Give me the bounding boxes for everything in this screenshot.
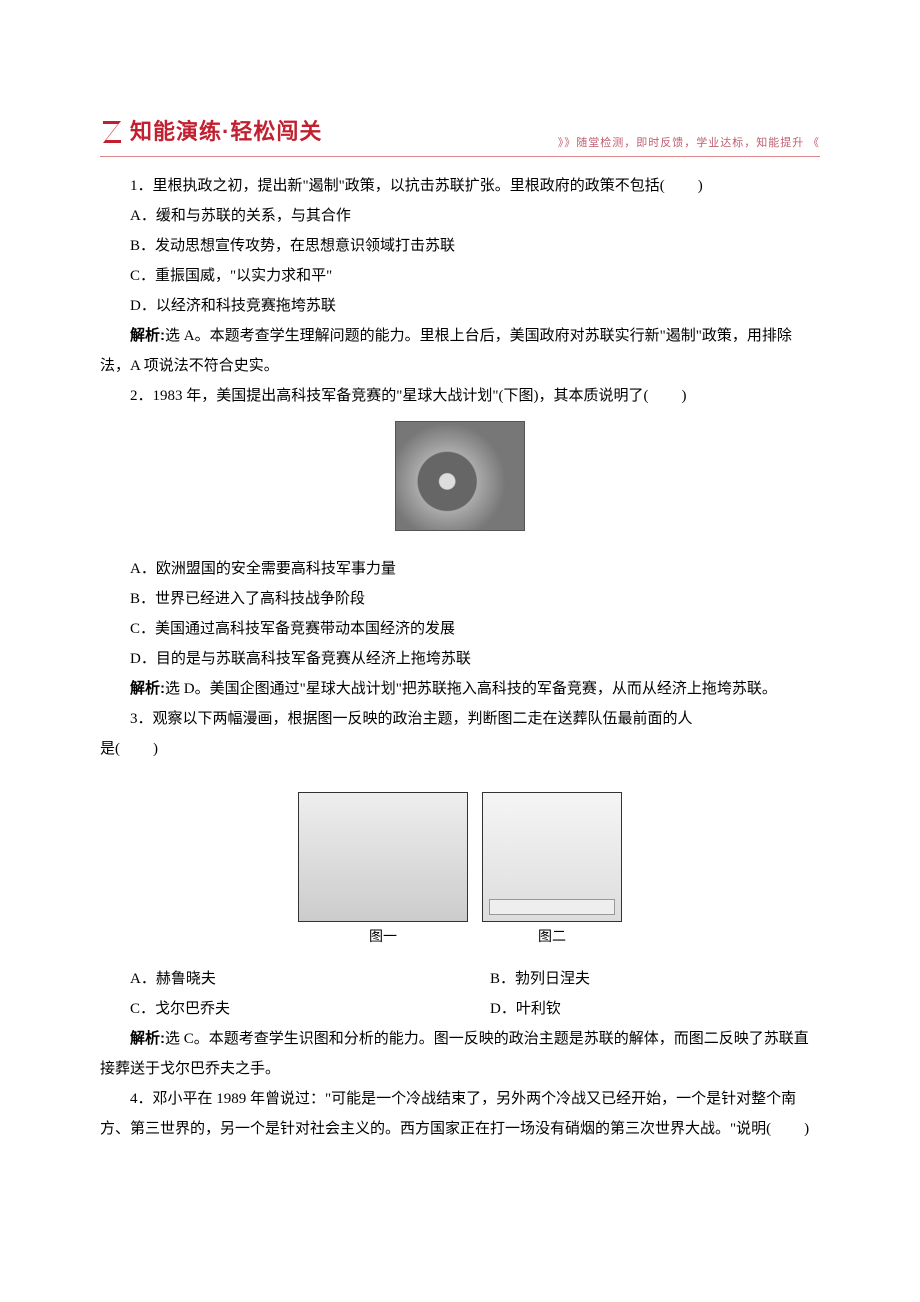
q1-opt-c: C．重振国威，"以实力求和平" <box>100 261 820 291</box>
header-title: 知能演练·轻松闯关 <box>130 110 322 154</box>
q1-ans-text: 选 A。本题考查学生理解问题的能力。里根上台后，美国政府对苏联实行新"遏制"政策… <box>100 328 792 374</box>
cartoon-image-2 <box>482 792 622 922</box>
q3-opt-c: C．戈尔巴乔夫 <box>100 994 460 1024</box>
q2-opt-b: B．世界已经进入了高科技战争阶段 <box>100 584 820 614</box>
q2-answer: 解析:选 D。美国企图通过"星球大战计划"把苏联拖入高科技的军备竞赛，从而从经济… <box>100 674 820 704</box>
q3-opt-a: A．赫鲁晓夫 <box>100 964 460 994</box>
q1-opt-a: A．缓和与苏联的关系，与其合作 <box>100 201 820 231</box>
q1-ans-label: 解析: <box>130 327 165 344</box>
q3-opt-d: D．叶利钦 <box>460 994 820 1024</box>
section-header: 知能演练·轻松闯关 》》随堂检测，即时反馈，学业达标，知能提升 《 <box>100 110 820 157</box>
q4-stem: 4．邓小平在 1989 年曾说过："可能是一个冷战结束了，另外两个冷战又已经开始… <box>100 1084 820 1144</box>
q2-ans-label: 解析: <box>130 680 165 697</box>
q3-caption2: 图二 <box>538 924 566 952</box>
q2-opt-c: C．美国通过高科技军备竞赛带动本国经济的发展 <box>100 614 820 644</box>
q3-stem-tail: ) <box>153 741 158 757</box>
q1-opt-d: D．以经济和科技竞赛拖垮苏联 <box>100 291 820 321</box>
q1-stem-text: 1．里根执政之初，提出新"遏制"政策，以抗击苏联扩张。里根政府的政策不包括( <box>130 178 665 194</box>
q3-figure1: 图一 <box>298 792 468 952</box>
q1-answer: 解析:选 A。本题考查学生理解问题的能力。里根上台后，美国政府对苏联实行新"遏制… <box>100 321 820 381</box>
q3-figures: 图一 图二 <box>100 792 820 952</box>
q3-figure-row: 图一 图二 <box>298 792 622 952</box>
q3-stem-line2-text: 是( <box>100 741 120 757</box>
cartoon-image-1 <box>298 792 468 922</box>
z-logo-icon <box>100 118 124 146</box>
q3-figure2: 图二 <box>482 792 622 952</box>
q4-stem-tail: ) <box>804 1121 809 1137</box>
q2-figure <box>100 421 820 542</box>
sdi-image <box>395 421 525 531</box>
q3-ans-label: 解析: <box>130 1030 165 1047</box>
q3-ans-text: 选 C。本题考查学生识图和分析的能力。图一反映的政治主题是苏联的解体，而图二反映… <box>100 1031 809 1077</box>
q1-stem: 1．里根执政之初，提出新"遏制"政策，以抗击苏联扩张。里根政府的政策不包括() <box>100 171 820 201</box>
q3-opt-b: B．勃列日涅夫 <box>460 964 820 994</box>
header-left: 知能演练·轻松闯关 <box>100 110 322 154</box>
q3-stem-line2: 是() <box>100 734 820 764</box>
q3-stem-line1: 3．观察以下两幅漫画，根据图一反映的政治主题，判断图二走在送葬队伍最前面的人 <box>100 704 820 734</box>
q3-answer: 解析:选 C。本题考查学生识图和分析的能力。图一反映的政治主题是苏联的解体，而图… <box>100 1024 820 1084</box>
q2-opt-a: A．欧洲盟国的安全需要高科技军事力量 <box>100 554 820 584</box>
q4-stem-text: 4．邓小平在 1989 年曾说过："可能是一个冷战结束了，另外两个冷战又已经开始… <box>100 1091 796 1137</box>
header-subtitle: 》》随堂检测，即时反馈，学业达标，知能提升 《 <box>558 132 820 154</box>
q2-ans-text: 选 D。美国企图通过"星球大战计划"把苏联拖入高科技的军备竞赛，从而从经济上拖垮… <box>165 681 777 697</box>
q2-stem: 2．1983 年，美国提出高科技军备竞赛的"星球大战计划"(下图)，其本质说明了… <box>100 381 820 411</box>
q1-stem-tail: ) <box>698 178 703 194</box>
q2-stem-tail: ) <box>682 388 687 404</box>
q3-opts-row2: C．戈尔巴乔夫 D．叶利钦 <box>100 994 820 1024</box>
q1-opt-b: B．发动思想宣传攻势，在思想意识领域打击苏联 <box>100 231 820 261</box>
q3-opts-row1: A．赫鲁晓夫 B．勃列日涅夫 <box>100 964 820 994</box>
q2-stem-text: 2．1983 年，美国提出高科技军备竞赛的"星球大战计划"(下图)，其本质说明了… <box>130 388 649 404</box>
q2-opt-d: D．目的是与苏联高科技军备竞赛从经济上拖垮苏联 <box>100 644 820 674</box>
q3-caption1: 图一 <box>369 924 397 952</box>
